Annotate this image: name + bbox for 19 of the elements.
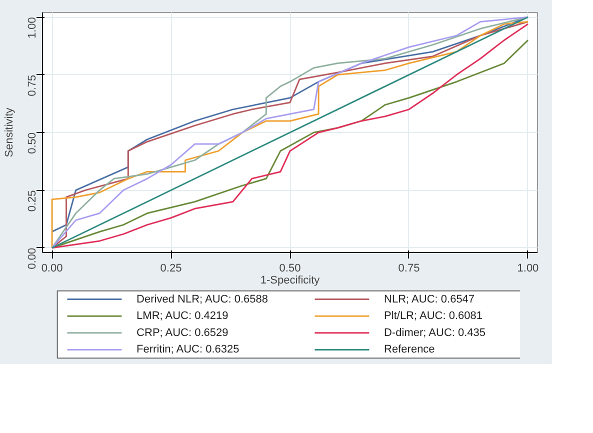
legend-label: Ferritin; AUC: 0.6325 — [136, 344, 240, 356]
legend-label: Reference — [384, 344, 435, 356]
legend-label: CRP; AUC: 0.6529 — [136, 326, 228, 339]
x-tick-label: 0.75 — [398, 262, 420, 274]
legend-label: NLR; AUC: 0.6547 — [384, 293, 475, 306]
y-tick-label: 1.00 — [26, 17, 38, 39]
legend-label: Derived NLR; AUC: 0.6588 — [136, 293, 268, 306]
y-tick-label: 0.75 — [26, 74, 38, 96]
legend-label: Plt/LR; AUC: 0.6081 — [384, 310, 483, 322]
y-tick-label: 0.25 — [26, 190, 38, 212]
x-axis-title: 1-Specificity — [260, 274, 320, 286]
y-axis-title: Sensitivity — [4, 107, 16, 158]
y-tick-label: 0.50 — [26, 132, 38, 154]
legend-label: LMR; AUC: 0.4219 — [136, 310, 228, 322]
x-tick-label: 0.00 — [41, 262, 63, 274]
legend-label: D-dimer; AUC: 0.435 — [384, 326, 486, 339]
x-tick-label: 0.25 — [160, 262, 182, 274]
x-tick-label: 0.50 — [279, 262, 301, 274]
x-tick-label: 1.00 — [517, 262, 539, 274]
